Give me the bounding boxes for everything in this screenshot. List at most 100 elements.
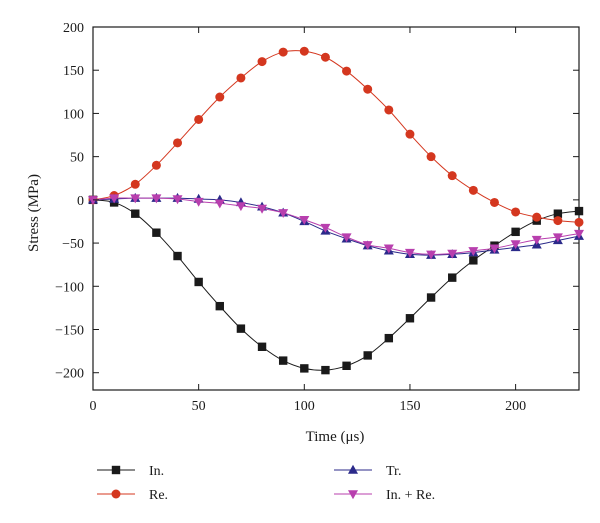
legend-item-in: In. bbox=[97, 464, 164, 479]
x-tick-label: 50 bbox=[192, 399, 206, 414]
x-tick-label: 100 bbox=[294, 399, 315, 414]
data-point-re bbox=[532, 212, 542, 222]
y-tick-label: 150 bbox=[63, 64, 84, 79]
data-point-re bbox=[489, 197, 499, 207]
y-tick-label: 0 bbox=[77, 194, 84, 209]
data-point-in-re bbox=[531, 235, 542, 245]
legend-item-in-re: In. + Re. bbox=[334, 488, 435, 503]
legend-item-re: Re. bbox=[97, 488, 168, 503]
y-tick-label: −100 bbox=[55, 280, 84, 295]
series-in-re bbox=[93, 197, 579, 255]
data-point-in-re bbox=[510, 240, 521, 250]
data-point-in-re bbox=[235, 202, 246, 212]
data-point-in-re bbox=[468, 247, 479, 257]
data-point-in-re bbox=[299, 216, 310, 225]
data-point-in-re bbox=[383, 244, 394, 254]
data-point-in-re bbox=[341, 233, 352, 243]
data-point-re bbox=[574, 217, 584, 227]
data-point-re bbox=[236, 73, 246, 83]
legend-label: Re. bbox=[149, 488, 168, 503]
data-point-re bbox=[130, 179, 140, 189]
data-point-in bbox=[426, 293, 436, 302]
data-point-re bbox=[384, 105, 394, 115]
legend-label: Tr. bbox=[386, 464, 401, 479]
series-line-in-re bbox=[93, 197, 579, 255]
data-point-re bbox=[363, 84, 373, 94]
plot-area bbox=[88, 26, 584, 391]
data-point-in bbox=[405, 314, 415, 323]
data-point-in-re bbox=[426, 250, 437, 260]
legend-marker bbox=[111, 465, 121, 475]
data-point-re bbox=[511, 207, 521, 217]
data-point-in-re bbox=[489, 244, 500, 254]
data-point-in-re bbox=[447, 249, 458, 259]
data-point-in bbox=[152, 228, 161, 237]
x-axis: 0 50 100 150 200 bbox=[90, 27, 526, 414]
data-point-in bbox=[363, 351, 372, 360]
x-tick-label: 0 bbox=[90, 399, 97, 414]
data-point-in-re bbox=[320, 223, 331, 233]
data-point-in-re bbox=[88, 196, 98, 206]
data-point-in bbox=[131, 209, 140, 218]
y-tick-label: −50 bbox=[62, 237, 84, 252]
data-point-in-re bbox=[574, 229, 584, 239]
y-tick-label: 50 bbox=[70, 151, 84, 166]
data-point-re bbox=[553, 216, 563, 226]
legend: In. Re. Tr. In. + Re. bbox=[97, 464, 435, 503]
x-tick-label: 200 bbox=[505, 399, 526, 414]
data-point-in bbox=[342, 361, 351, 370]
series-re bbox=[93, 50, 579, 223]
data-point-in bbox=[236, 324, 246, 333]
legend-marker bbox=[348, 464, 358, 474]
data-point-in-re bbox=[151, 194, 162, 204]
legend-label: In. bbox=[149, 464, 164, 479]
data-point-in-re bbox=[362, 241, 373, 250]
markers-in bbox=[88, 195, 584, 375]
series-in bbox=[93, 199, 579, 371]
data-point-re bbox=[426, 152, 436, 162]
data-point-in-re bbox=[257, 204, 268, 214]
data-point-in bbox=[215, 301, 224, 311]
legend-item-tr: Tr. bbox=[334, 464, 401, 479]
markers-tr bbox=[88, 192, 584, 259]
data-point-re bbox=[278, 47, 288, 57]
data-point-in bbox=[384, 333, 394, 343]
x-axis-label: Time (μs) bbox=[306, 429, 365, 445]
data-point-in-re bbox=[130, 194, 141, 204]
series-line-in bbox=[93, 199, 579, 371]
legend-label: In. + Re. bbox=[386, 488, 435, 503]
data-point-re bbox=[320, 52, 330, 62]
series-tr bbox=[93, 197, 579, 256]
data-point-re bbox=[405, 129, 415, 139]
y-axis: 200 150 100 50 0 −50 −100 −150 −200 bbox=[55, 21, 579, 382]
series-line-tr bbox=[93, 197, 579, 256]
data-point-in bbox=[194, 277, 203, 287]
markers-re bbox=[88, 46, 584, 227]
data-point-in bbox=[448, 273, 457, 282]
series-line-re bbox=[93, 50, 579, 223]
data-point-re bbox=[299, 46, 309, 56]
data-point-in bbox=[321, 365, 330, 375]
y-tick-label: −200 bbox=[55, 367, 84, 382]
data-point-re bbox=[215, 92, 225, 102]
data-point-in-re bbox=[552, 233, 563, 243]
data-point-in-re bbox=[109, 194, 120, 204]
data-point-in bbox=[553, 209, 563, 218]
data-point-re bbox=[194, 114, 204, 124]
data-point-in bbox=[574, 206, 584, 216]
data-point-in bbox=[278, 356, 288, 365]
data-point-in bbox=[511, 227, 520, 237]
data-point-re bbox=[257, 57, 267, 67]
data-point-in bbox=[173, 251, 182, 261]
data-point-re bbox=[447, 171, 457, 181]
markers-in-re bbox=[88, 194, 584, 260]
data-point-in-re bbox=[172, 195, 183, 205]
data-point-in-re bbox=[214, 199, 225, 209]
y-tick-label: 200 bbox=[63, 21, 84, 36]
data-point-re bbox=[342, 66, 352, 76]
legend-marker bbox=[348, 490, 358, 500]
data-point-in-re bbox=[404, 248, 415, 258]
data-point-in bbox=[469, 256, 478, 265]
data-point-in-re bbox=[278, 209, 289, 219]
